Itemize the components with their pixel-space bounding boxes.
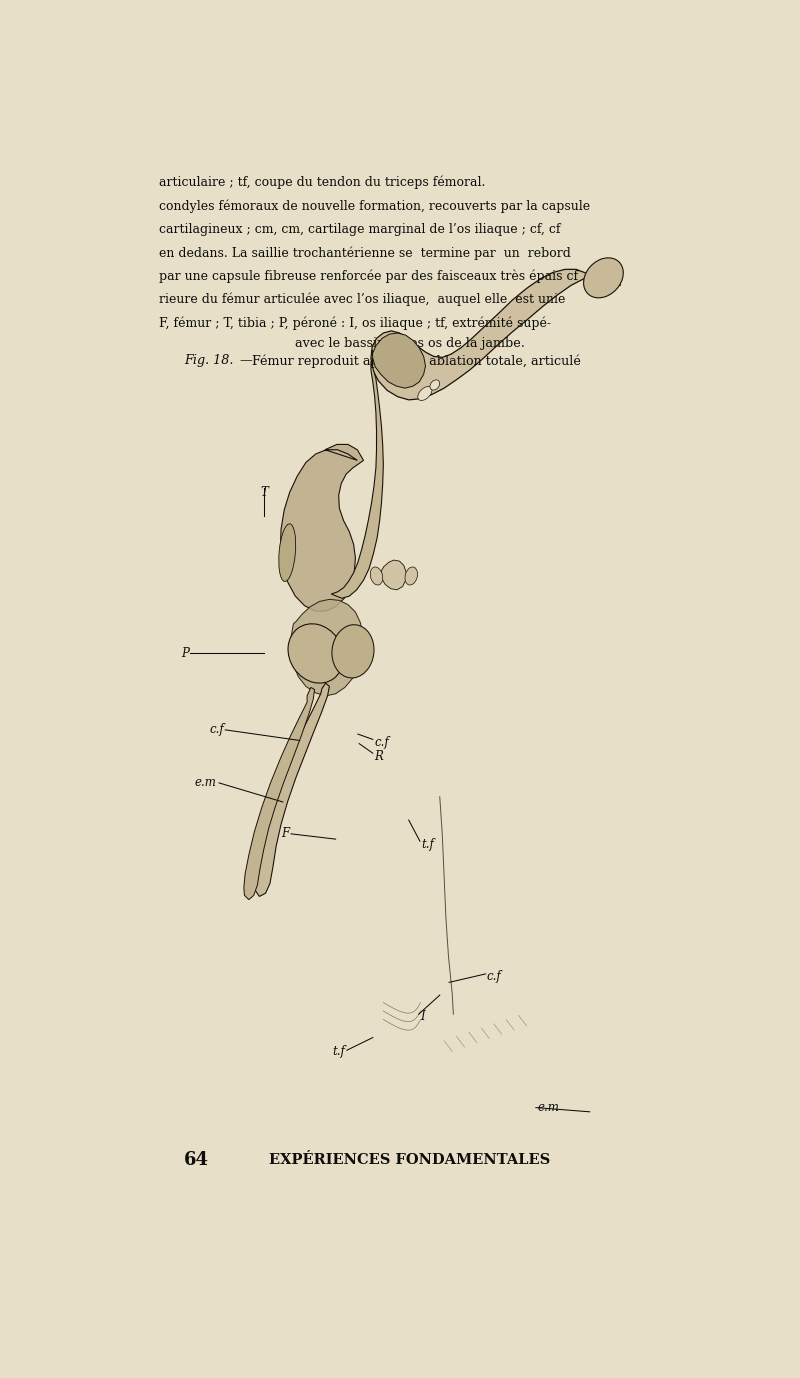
- Ellipse shape: [418, 386, 432, 401]
- Text: EXPÉRIENCES FONDAMENTALES: EXPÉRIENCES FONDAMENTALES: [270, 1152, 550, 1167]
- Polygon shape: [281, 445, 363, 610]
- Ellipse shape: [583, 258, 623, 298]
- Text: Fig. 18.: Fig. 18.: [184, 354, 233, 367]
- Ellipse shape: [430, 380, 440, 390]
- Text: e.m: e.m: [538, 1101, 559, 1113]
- Text: condyles fémoraux de nouvelle formation, recouverts par la capsule: condyles fémoraux de nouvelle formation,…: [159, 200, 590, 212]
- Ellipse shape: [405, 566, 418, 586]
- Text: cartilagineux ; cm, cm, cartilage marginal de l’os iliaque ; cf, cf: cartilagineux ; cm, cm, cartilage margin…: [159, 223, 560, 236]
- Ellipse shape: [278, 524, 296, 582]
- Ellipse shape: [332, 624, 374, 678]
- Text: avec le bassin et les os de la jambe.: avec le bassin et les os de la jambe.: [295, 338, 525, 350]
- Text: rieure du fémur articulée avec l’os iliaque,  auquel elle  est unie: rieure du fémur articulée avec l’os ilia…: [159, 292, 566, 306]
- Text: c.f: c.f: [210, 723, 224, 736]
- Text: par une capsule fibreuse renforcée par des faisceaux très épais cf: par une capsule fibreuse renforcée par d…: [159, 269, 578, 282]
- Text: t.f: t.f: [333, 1045, 346, 1058]
- Text: c.f: c.f: [487, 970, 502, 983]
- Polygon shape: [331, 361, 383, 598]
- Polygon shape: [254, 683, 330, 897]
- Text: F, fémur ; T, tibia ; P, péroné : I, os iliaque ; tf, extrémité supé-: F, fémur ; T, tibia ; P, péroné : I, os …: [159, 316, 551, 329]
- Text: 64: 64: [184, 1151, 209, 1169]
- Text: Fémur reproduit après son ablation totale, articulé: Fémur reproduit après son ablation total…: [252, 354, 581, 368]
- Text: t.f: t.f: [421, 838, 434, 852]
- Polygon shape: [244, 688, 314, 900]
- Text: e.m: e.m: [194, 776, 217, 790]
- Text: en dedans. La saillie trochantérienne se  termine par  un  rebord: en dedans. La saillie trochantérienne se…: [159, 247, 570, 259]
- Polygon shape: [382, 559, 406, 590]
- Text: I: I: [420, 1010, 425, 1022]
- Polygon shape: [372, 333, 426, 389]
- Text: F: F: [282, 827, 290, 841]
- Text: c.f: c.f: [374, 736, 389, 750]
- Text: articulaire ; tf, coupe du tendon du triceps fémoral.: articulaire ; tf, coupe du tendon du tri…: [159, 176, 486, 189]
- Polygon shape: [291, 599, 363, 696]
- Text: R: R: [374, 750, 383, 763]
- Text: P: P: [181, 646, 189, 660]
- Ellipse shape: [370, 566, 382, 586]
- Text: —: —: [237, 354, 257, 367]
- Polygon shape: [371, 269, 621, 400]
- Text: T: T: [260, 486, 268, 499]
- Ellipse shape: [288, 624, 343, 683]
